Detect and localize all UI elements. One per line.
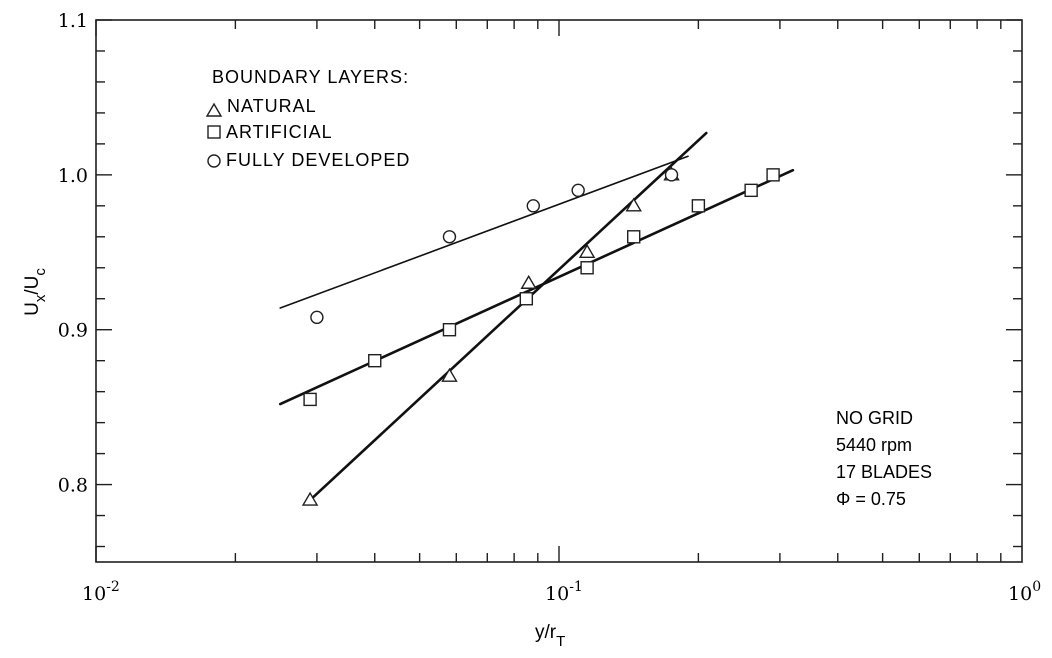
annotation-line-rpm: 5440 rpm	[836, 435, 912, 455]
y-axis-label-sub2: c	[32, 268, 49, 276]
data-point-fully-developed	[526, 199, 540, 213]
x-tick-label: 10-1	[545, 579, 583, 605]
y-tick-label: 1.1	[58, 10, 88, 32]
x-axis-label: y/rT	[535, 622, 565, 650]
triangle-icon	[205, 102, 223, 117]
x-tick-label-base: 10	[82, 583, 106, 605]
data-point-natural	[301, 491, 319, 506]
y-tick-label: 0.8	[58, 475, 88, 497]
data-point-natural	[520, 274, 537, 289]
y-axis-label-sub1: x	[32, 294, 49, 302]
legend-title: BOUNDARY LAYERS:	[212, 67, 409, 87]
legend-item-natural: NATURAL	[205, 96, 317, 117]
fit-line-natural	[308, 131, 708, 502]
data-point-fully-developed	[310, 310, 324, 325]
fit-line-fully-developed	[279, 155, 689, 309]
annotation-line-phi: Φ = 0.75	[836, 489, 906, 509]
annotation-line-grid: NO GRID	[836, 408, 913, 428]
legend-label-fully-developed: FULLY DEVELOPED	[226, 150, 410, 170]
y-tick-label: 1.0	[58, 165, 88, 187]
tick-layer	[95, 19, 1022, 562]
data-point-artificial	[519, 292, 534, 306]
x-tick-label: 10-2	[82, 579, 120, 605]
x-tick-label-base: 10	[1008, 583, 1032, 605]
x-tick-label-exponent: 0	[1032, 579, 1041, 595]
data-point-fully-developed	[571, 183, 585, 198]
y-axis-label-sep: /U	[22, 276, 43, 295]
data-point-artificial	[580, 261, 594, 275]
x-tick-labels: 10-2 10-1 100	[82, 579, 1041, 605]
x-tick-label-base: 10	[545, 583, 569, 605]
fit-lines	[278, 131, 795, 502]
data-point-artificial	[442, 323, 457, 337]
data-point-natural	[625, 197, 642, 212]
data-points	[301, 166, 780, 506]
legend: BOUNDARY LAYERS: NATURAL ARTIFICIAL FULL…	[205, 67, 410, 170]
x-axis-label-main: y/r	[535, 622, 557, 643]
x-tick-label-exponent: -1	[569, 579, 583, 595]
legend-item-artificial: ARTIFICIAL	[207, 122, 333, 142]
x-tick-label-exponent: -2	[106, 579, 120, 595]
data-point-artificial	[766, 168, 780, 182]
data-point-artificial	[368, 353, 382, 368]
fit-line-artificial	[278, 168, 795, 406]
data-point-natural	[578, 243, 596, 258]
annotation-line-blades: 17 BLADES	[836, 462, 932, 482]
data-point-natural	[441, 367, 458, 382]
data-point-artificial	[627, 230, 641, 244]
data-point-artificial	[691, 199, 706, 213]
circle-icon	[207, 154, 221, 168]
y-tick-labels: 0.8 0.9 1.0 1.1	[58, 10, 88, 497]
conditions-annotation: NO GRID 5440 rpm 17 BLADES Φ = 0.75	[836, 408, 932, 509]
legend-label-artificial: ARTIFICIAL	[226, 122, 333, 142]
data-point-artificial	[744, 183, 758, 198]
y-axis-label: Ux/Uc	[22, 268, 49, 316]
x-axis-label-sub: T	[556, 633, 565, 650]
data-point-artificial	[303, 392, 317, 407]
data-point-fully-developed	[442, 230, 457, 244]
x-tick-label: 100	[1008, 579, 1041, 605]
legend-item-fully-developed: FULLY DEVELOPED	[207, 150, 410, 170]
y-axis-label-main: U	[22, 302, 43, 316]
legend-label-natural: NATURAL	[227, 96, 317, 116]
square-icon	[207, 125, 221, 139]
y-tick-label: 0.9	[58, 320, 88, 342]
data-point-fully-developed	[664, 168, 679, 182]
